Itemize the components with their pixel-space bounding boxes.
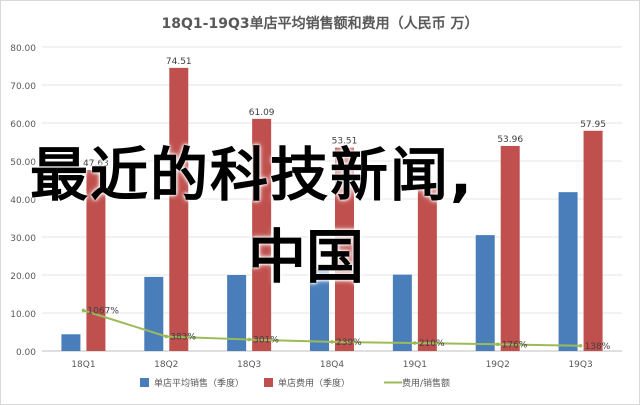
bar-sales xyxy=(144,276,164,351)
ratio-point xyxy=(247,337,251,342)
bar-sales xyxy=(392,274,412,351)
bar-sales xyxy=(227,275,247,351)
ratio-data-label: 138% xyxy=(585,342,611,352)
x-tick-label: 18Q4 xyxy=(320,360,345,370)
x-tick-label: 18Q2 xyxy=(154,360,178,370)
bar-data-label: 61.09 xyxy=(249,108,275,118)
bar-sales xyxy=(475,235,495,351)
x-tick-label: 19Q1 xyxy=(403,360,427,370)
legend-swatch xyxy=(264,378,273,387)
ratio-data-label: 383% xyxy=(170,332,196,342)
ratio-data-label: 1067% xyxy=(87,306,119,316)
bar-cost xyxy=(583,130,603,351)
y-tick-label: 0.00 xyxy=(16,348,36,358)
bar-data-label: 57.95 xyxy=(580,120,606,130)
x-tick-label: 18Q3 xyxy=(237,360,261,370)
y-tick-label: 60.00 xyxy=(10,120,36,130)
x-tick-label: 19Q3 xyxy=(568,360,592,370)
legend-label: 单店费用（季度） xyxy=(278,377,350,389)
legend-swatch xyxy=(140,378,149,387)
ratio-point xyxy=(413,341,417,345)
ratio-point xyxy=(330,340,334,344)
ratio-data-label: 210% xyxy=(419,339,445,349)
ratio-data-label: 301% xyxy=(253,336,279,346)
legend-label: 费用/销售额 xyxy=(402,377,450,389)
bar-cost xyxy=(169,67,189,351)
y-tick-label: 70.00 xyxy=(10,82,36,92)
bar-sales xyxy=(310,267,329,351)
bar-sales xyxy=(61,334,81,351)
bar-sales xyxy=(558,192,578,351)
ratio-point xyxy=(495,342,500,347)
bar-data-label: 53.96 xyxy=(497,135,523,145)
bar-data-label: 74.51 xyxy=(166,57,192,67)
bar-cost xyxy=(335,147,354,351)
overlay-text-line2: 中国 xyxy=(248,223,365,291)
ratio-point xyxy=(578,343,583,348)
y-tick-label: 50.00 xyxy=(10,158,36,168)
bar-cost xyxy=(252,118,272,351)
ratio-data-label: 239% xyxy=(336,338,362,348)
bar-data-label: 47.63 xyxy=(83,159,109,169)
bar-cost xyxy=(500,145,520,351)
y-tick-label: 10.00 xyxy=(10,310,36,320)
y-tick-label: 80.00 xyxy=(10,44,36,54)
ratio-data-label: 176% xyxy=(502,340,528,350)
y-tick-label: 20.00 xyxy=(10,272,36,282)
y-tick-label: 40.00 xyxy=(10,196,36,206)
x-tick-label: 19Q2 xyxy=(486,360,510,370)
y-tick-label: 30.00 xyxy=(10,234,36,244)
ratio-point xyxy=(164,334,169,339)
legend-label: 单店平均销售（季度） xyxy=(154,377,244,389)
bar-cost xyxy=(86,170,106,351)
overlay-text-line1: 最近的科技新闻, xyxy=(30,141,475,209)
ratio-point xyxy=(81,308,86,313)
bar-cost xyxy=(417,187,437,351)
chart-title: 18Q1-19Q3单店平均销售额和费用（人民币 万） xyxy=(162,15,479,32)
bar-data-label: 53.51 xyxy=(332,137,358,147)
x-tick-label: 18Q1 xyxy=(71,360,95,370)
